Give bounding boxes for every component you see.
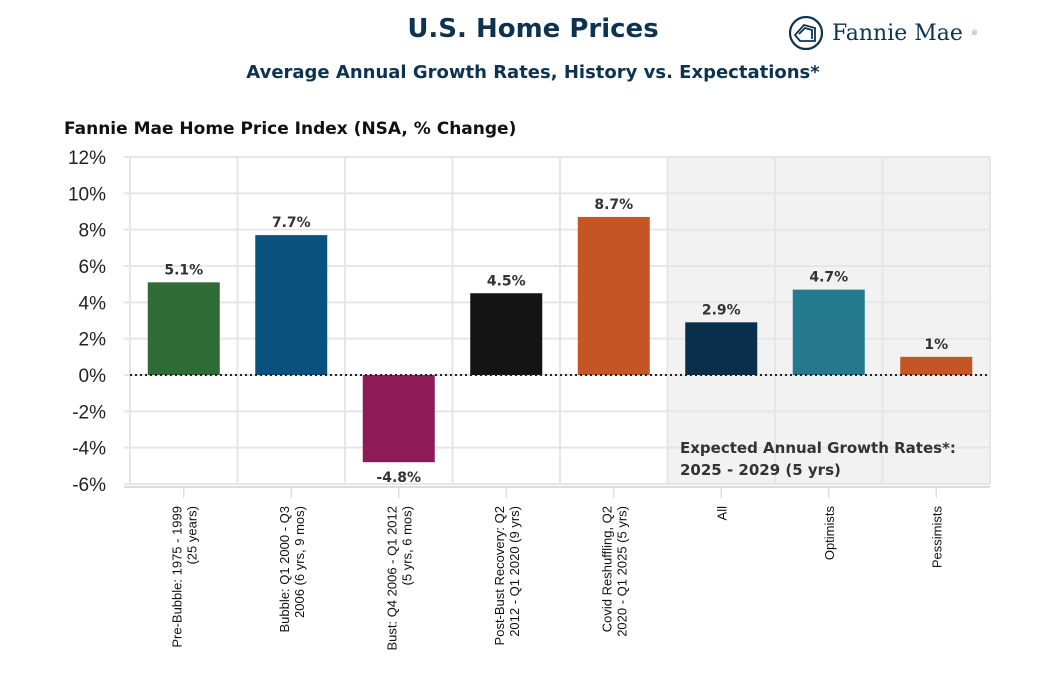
bar: [900, 356, 973, 375]
x-tick-label-line: Covid Reshuffling, Q2: [599, 506, 614, 632]
chart-subtitle: Average Annual Growth Rates, History vs.…: [246, 62, 820, 83]
x-tick-label-line: Post-Bust Recovery: Q2: [492, 506, 507, 645]
fannie-mae-logo: Fannie Mae ®: [788, 15, 978, 51]
x-tick-label: Pessimists: [929, 506, 944, 569]
x-tick-label-line: 2006 (6 yrs, 9 mos): [292, 506, 307, 618]
bar: [470, 293, 543, 375]
x-tick-label-line: (25 years): [184, 506, 199, 565]
data-label: 7.7%: [272, 215, 311, 231]
x-tick-label-line: 2020 - Q1 2025 (5 yrs): [614, 506, 629, 637]
bar: [685, 322, 758, 375]
x-tick-label: Optimists: [822, 506, 837, 561]
y-tick-label: 6%: [79, 257, 107, 278]
x-tick-label-line: Pre-Bubble: 1975 - 1999: [169, 506, 184, 648]
data-label: -4.8%: [376, 470, 421, 486]
y-tick-label: -2%: [72, 402, 106, 423]
data-label: 4.7%: [809, 270, 848, 286]
data-label: 2.9%: [702, 302, 741, 318]
house-in-circle-icon: [788, 15, 824, 51]
data-label: 4.5%: [487, 273, 526, 289]
forecast-annotation: Expected Annual Growth Rates*:: [680, 439, 956, 457]
y-tick-label: 10%: [68, 184, 106, 205]
x-tick-label-line: Pessimists: [929, 506, 944, 569]
forecast-annotation: 2025 - 2029 (5 yrs): [680, 461, 841, 479]
x-tick-label: Pre-Bubble: 1975 - 1999(25 years): [169, 506, 199, 648]
y-tick-label: -6%: [72, 475, 106, 496]
y-tick-label: 0%: [79, 366, 107, 387]
y-axis-title: Fannie Mae Home Price Index (NSA, % Chan…: [64, 119, 517, 139]
logo-text: Fannie Mae: [832, 20, 963, 46]
chart-title: U.S. Home Prices: [407, 14, 659, 44]
x-tick-label: Post-Bust Recovery: Q22012 - Q1 2020 (9 …: [492, 506, 522, 645]
x-tick-label-line: 2012 - Q1 2020 (9 yrs): [507, 506, 522, 637]
x-tick-label: Bust: Q4 2006 - Q1 2012(5 yrs, 6 mos): [384, 506, 414, 651]
y-tick-label: 8%: [79, 221, 107, 242]
y-tick-label: 12%: [68, 148, 106, 169]
bar: [577, 216, 650, 375]
y-tick-label: -4%: [72, 439, 106, 460]
x-tick-label-line: Bubble: Q1 2000 - Q3: [277, 506, 292, 632]
bar: [147, 282, 220, 375]
x-tick-label: Covid Reshuffling, Q22020 - Q1 2025 (5 y…: [599, 506, 629, 637]
y-tick-label: 2%: [79, 330, 107, 351]
x-tick-label: All: [714, 506, 729, 521]
bar: [362, 375, 435, 463]
y-tick-label: 4%: [79, 293, 107, 314]
x-tick-label-line: Optimists: [822, 506, 837, 561]
bar: [792, 289, 865, 375]
x-tick-label-line: Bust: Q4 2006 - Q1 2012: [384, 506, 399, 651]
x-tick-label-line: (5 yrs, 6 mos): [399, 506, 414, 585]
data-label: 1%: [924, 337, 948, 353]
x-tick-label-line: All: [714, 506, 729, 521]
bar: [255, 235, 328, 375]
x-tick-label: Bubble: Q1 2000 - Q32006 (6 yrs, 9 mos): [277, 506, 307, 632]
data-label: 8.7%: [594, 197, 633, 213]
data-label: 5.1%: [164, 262, 203, 278]
